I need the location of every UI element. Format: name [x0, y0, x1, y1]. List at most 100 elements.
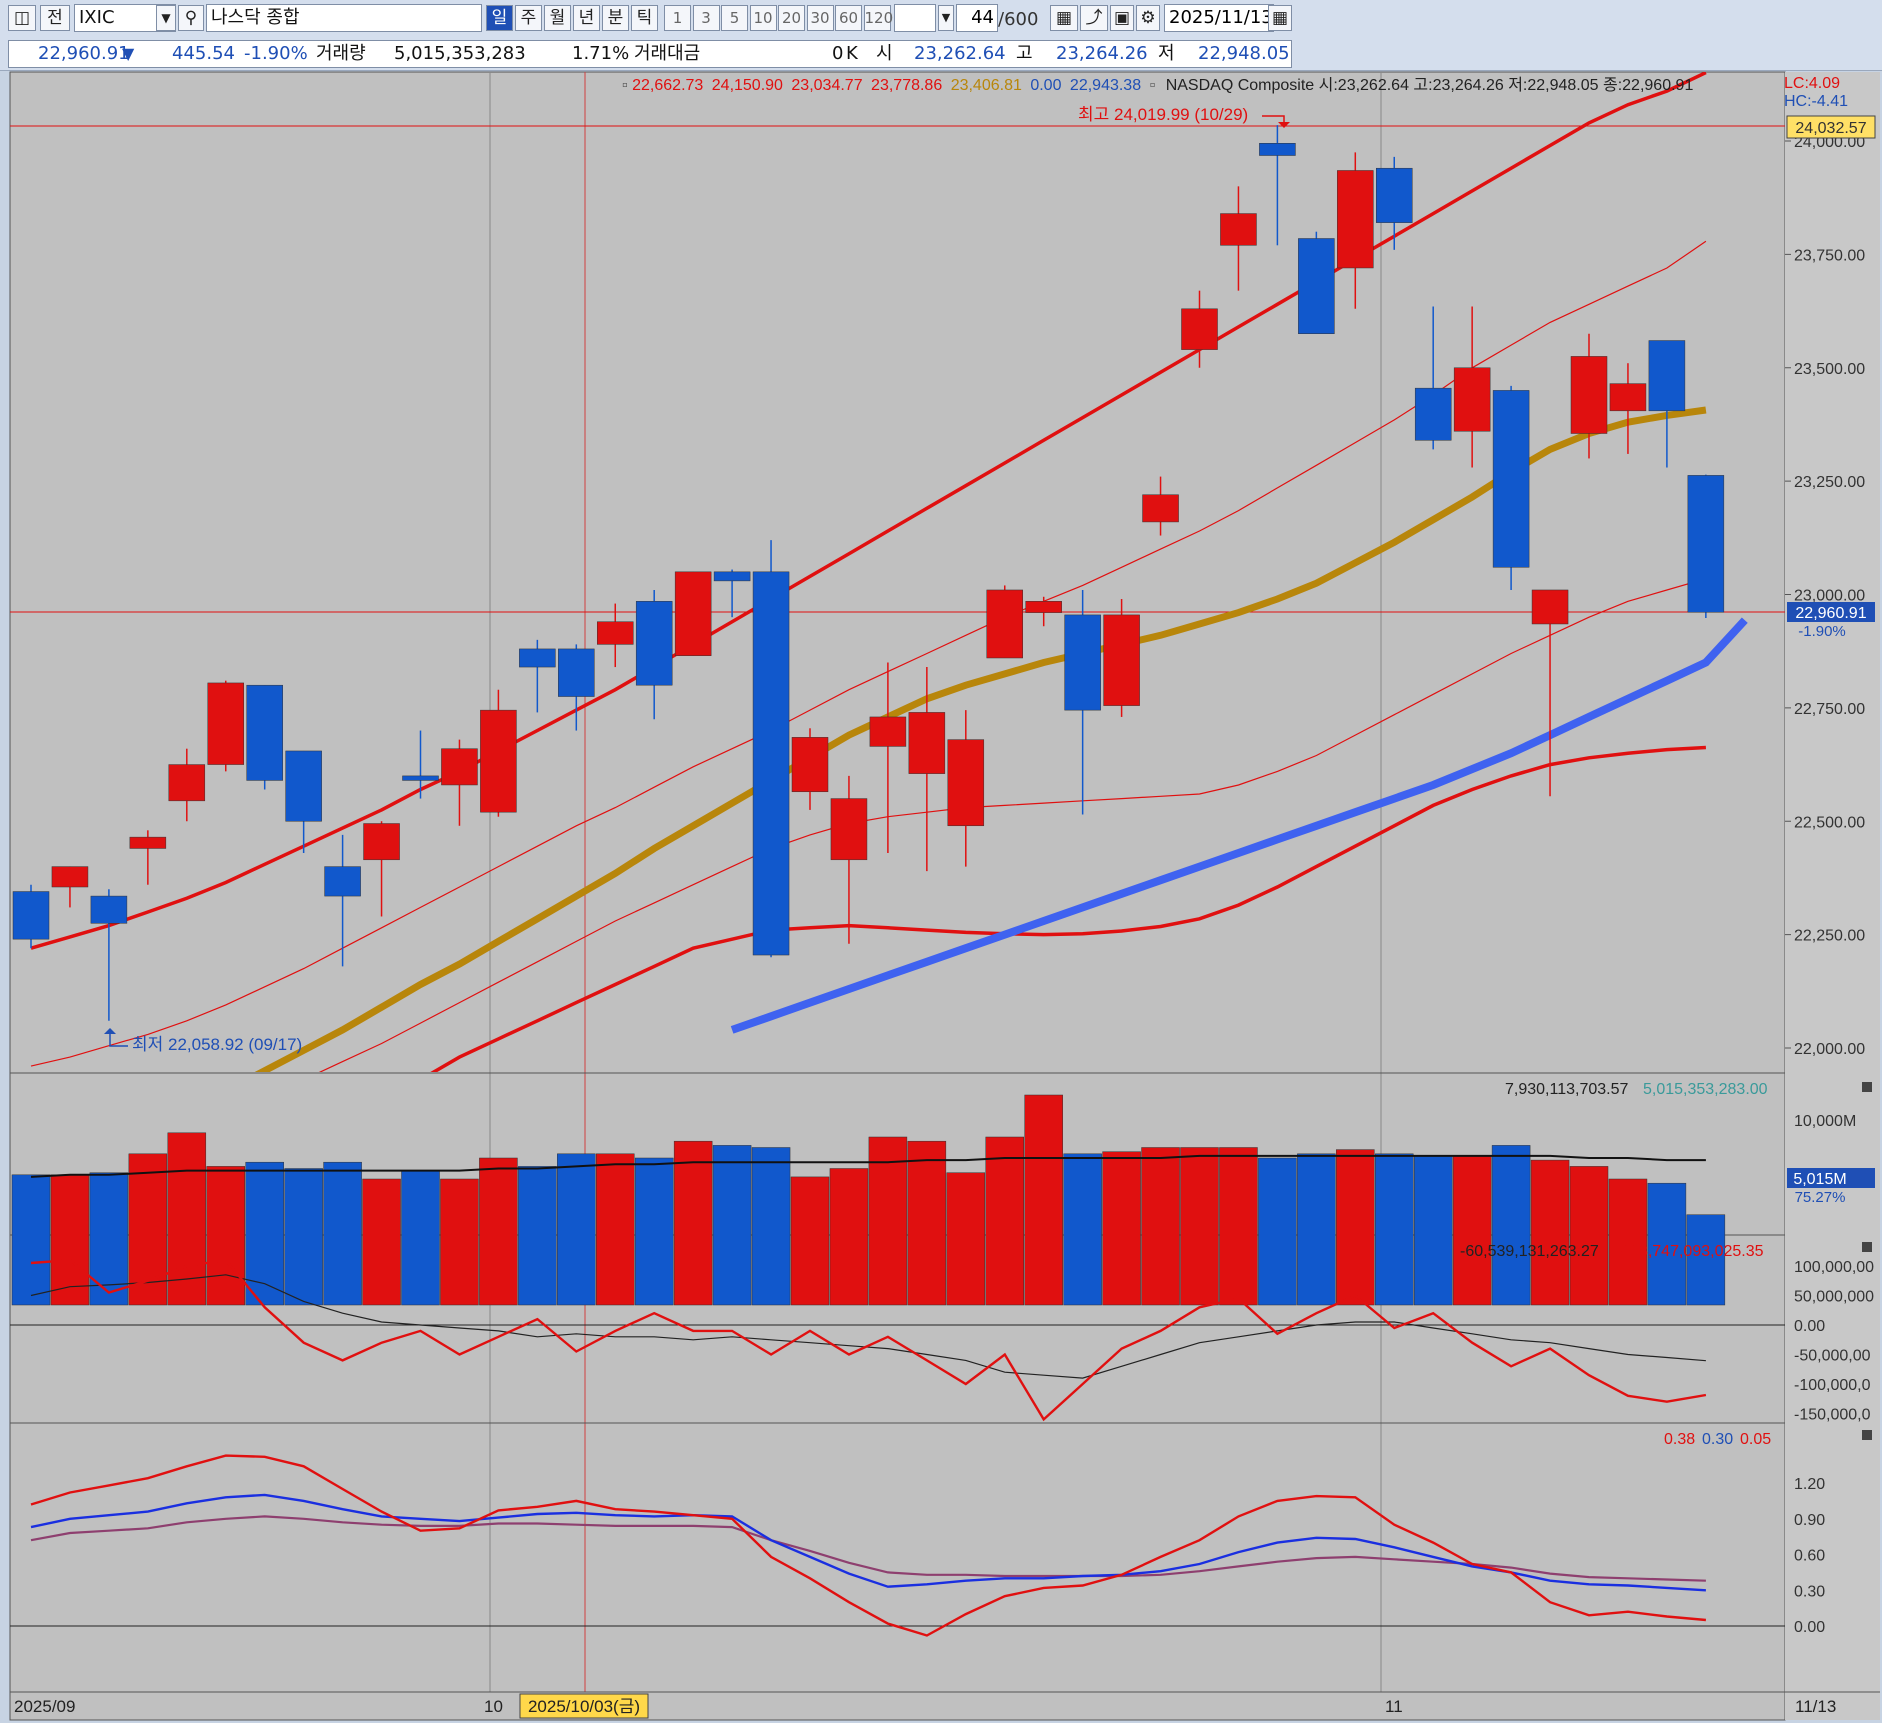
price-change-pct: -1.90% [244, 43, 308, 64]
interval-button-30[interactable]: 30 [806, 5, 834, 31]
candle-body [168, 764, 206, 802]
osc2-header-v3: 0.05 [1740, 1431, 1771, 1448]
volume-bar [479, 1157, 518, 1306]
period-tab-0[interactable]: 일 [486, 5, 513, 31]
interval-button-20[interactable]: 20 [778, 5, 805, 31]
osc2-purple-line [30, 1515, 1706, 1582]
chart-layout-icon[interactable]: ◫ [8, 5, 36, 31]
low-annotation-pointer [109, 1030, 128, 1047]
volume-bar [868, 1136, 908, 1306]
candle-body [1414, 387, 1452, 441]
hc-label: HC:-4.41 [1784, 93, 1848, 110]
interval-button-120[interactable]: 120 [863, 5, 893, 31]
candle-body [635, 601, 673, 686]
oscillator-panel-2[interactable]: 1.20 0.90 0.60 0.30 0.00 [30, 1454, 1825, 1637]
osc1-y-tick: 50,000,000 [1794, 1289, 1874, 1306]
search-icon[interactable]: ⚲ [178, 5, 204, 31]
low-value: 22,948.05 [1198, 43, 1290, 64]
current-price-box [1787, 602, 1875, 622]
osc2-y-tick: 1.20 [1794, 1476, 1825, 1493]
high-arrow-icon [1278, 122, 1290, 128]
date-input[interactable]: 2025/11/13 [1164, 4, 1274, 32]
save-icon[interactable]: ▣ [1110, 5, 1134, 31]
volume-bar [673, 1140, 713, 1306]
interval-button-1[interactable]: 1 [664, 5, 691, 31]
price-y-tick: 23,750.00 [1794, 247, 1865, 264]
mode-button[interactable]: 전 [40, 5, 70, 31]
period-tab-3[interactable]: 년 [573, 5, 600, 31]
amount-unit: K [846, 43, 858, 64]
candle-body [12, 891, 50, 940]
amount-label: 거래대금 [634, 43, 701, 64]
high-value: 23,264.26 [1056, 43, 1148, 64]
candle-body [908, 712, 946, 774]
volume-label: 거래량 [316, 43, 366, 64]
candle-body [791, 737, 829, 793]
period-tab-5[interactable]: 틱 [631, 5, 658, 31]
price-y-tick: 23,000.00 [1794, 588, 1865, 605]
oscillator-panel-1[interactable]: 100,000,00 50,000,000 0.00 -50,000,00 -100,0… [30, 1258, 1874, 1424]
osc2-header-v1: 0.38 [1664, 1431, 1695, 1448]
indicator-value-4: 23,406.81 [951, 77, 1022, 94]
symbol-name-field[interactable]: 나스닥 종합 [206, 4, 482, 32]
candle-body [441, 748, 478, 786]
candle-body [1687, 475, 1725, 613]
candle-body [1453, 367, 1491, 432]
volume-bar [712, 1145, 752, 1306]
plot-background [9, 71, 1786, 1721]
interval-button-60[interactable]: 60 [835, 5, 862, 31]
period-tab-1[interactable]: 주 [515, 5, 542, 31]
interval-button-3[interactable]: 3 [692, 5, 720, 31]
panel-close-icon[interactable] [1862, 1082, 1872, 1092]
volume-bar [362, 1178, 401, 1306]
volume-header-left: 7,930,113,703.57 [1505, 1081, 1628, 1098]
line-tool-icon[interactable]: ⤴ [1080, 5, 1108, 31]
low-arrow-icon [104, 1028, 116, 1034]
chart-area[interactable]: 24,000.0023,750.0023,500.0023,250.0023,0… [0, 70, 1882, 1723]
chevron-down-icon[interactable]: ▼ [938, 5, 954, 31]
candle-icon[interactable]: ▦ [1050, 5, 1078, 31]
candle-body [713, 571, 751, 582]
ma-upper-thick-line [30, 72, 1707, 950]
volume-bar [1686, 1214, 1726, 1306]
volume-bar [50, 1174, 90, 1306]
low-label: 저 [1158, 43, 1175, 64]
volume-bar [1219, 1147, 1258, 1306]
panel-close-icon[interactable] [1862, 1242, 1872, 1252]
osc1-signal-line [30, 1274, 1706, 1379]
gear-icon[interactable]: ⚙ [1136, 5, 1160, 31]
panel-close-icon[interactable] [1862, 1430, 1872, 1440]
volume-header-right: 5,015,353,283.00 [1643, 1081, 1768, 1098]
volume-value: 5,015,353,283 [394, 43, 526, 64]
price-panel-title: NASDAQ Composite 시:23,262.64 고:23,264.26… [1166, 76, 1694, 94]
candle-body [90, 895, 128, 924]
period-tab-2[interactable]: 월 [544, 5, 571, 31]
period-tab-4[interactable]: 분 [602, 5, 629, 31]
low-annotation: 최저 22,058.92 (09/17) [132, 1035, 302, 1054]
osc2-y-tick: 0.60 [1794, 1548, 1825, 1565]
chevron-down-icon[interactable]: ▼ [156, 5, 176, 31]
max-price-box [1786, 115, 1876, 139]
volume-panel[interactable] [11, 1094, 1726, 1306]
volume-bar [1180, 1147, 1219, 1306]
blank-field[interactable] [894, 4, 936, 32]
volume-bar [1413, 1155, 1453, 1306]
osc1-main-line [30, 1258, 1707, 1422]
candle-body [246, 684, 283, 781]
interval-button-10[interactable]: 10 [749, 5, 777, 31]
candle-body [1492, 390, 1530, 568]
osc1-y-tick: 0.00 [1794, 1318, 1825, 1335]
candle-body [129, 836, 167, 849]
volume-bar [634, 1157, 674, 1306]
current-price-label: 22,960.91 [1795, 605, 1866, 622]
calendar-icon[interactable]: ▦ [1268, 5, 1292, 31]
price-panel[interactable]: 24,000.0023,750.0023,500.0023,250.0023,0… [10, 72, 1865, 1275]
ma-blue-line [730, 617, 1748, 1034]
osc1-y-tick: 100,000,00 [1794, 1259, 1874, 1276]
volume-bar [1491, 1145, 1531, 1306]
interval-button-5[interactable]: 5 [721, 5, 748, 31]
price-y-tick: 22,000.00 [1794, 1041, 1865, 1058]
volume-bar [907, 1140, 947, 1306]
volume-bar [284, 1168, 323, 1306]
count-input[interactable]: 44 [956, 4, 998, 32]
